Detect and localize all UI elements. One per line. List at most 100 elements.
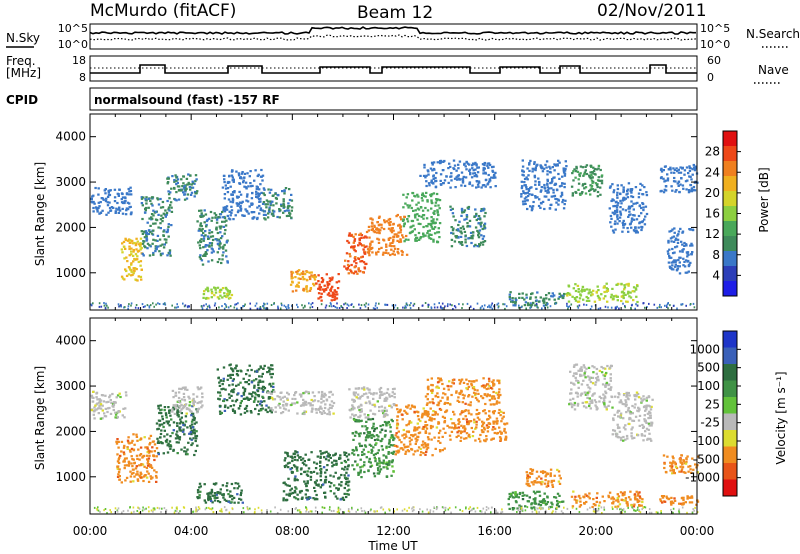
data-cell: [134, 244, 138, 247]
data-cell: [578, 173, 581, 176]
data-cell: [257, 400, 260, 403]
data-cell: [230, 394, 233, 397]
data-cell: [645, 191, 648, 194]
data-cell: [416, 415, 420, 418]
data-cell: [486, 162, 489, 165]
data-cell: [109, 399, 112, 402]
data-cell: [557, 505, 561, 508]
data-cell: [183, 198, 187, 201]
data-cell: [622, 186, 625, 189]
data-cell: [467, 423, 470, 426]
data-cell: [90, 197, 93, 201]
data-cell: [558, 177, 561, 180]
data-cell: [220, 388, 223, 391]
data-cell: [239, 381, 242, 384]
data-cell: [190, 420, 194, 423]
data-cell: [152, 302, 154, 305]
data-cell: [239, 206, 242, 209]
data-cell: [267, 212, 270, 215]
data-cell: [532, 301, 535, 304]
data-cell: [374, 228, 378, 231]
data-cell: [304, 400, 308, 403]
data-cell: [97, 187, 100, 190]
data-cell: [308, 275, 311, 279]
data-cell: [390, 418, 393, 421]
data-cell: [612, 295, 615, 298]
data-cell: [221, 383, 224, 386]
data-cell: [395, 404, 398, 407]
data-cell: [402, 193, 405, 196]
data-cell: [158, 250, 161, 253]
data-cell: [198, 227, 201, 230]
data-cell: [396, 445, 399, 448]
data-cell: [483, 386, 486, 389]
data-cell: [230, 211, 233, 215]
data-cell: [327, 408, 330, 411]
data-cell: [144, 206, 148, 210]
data-cell: [344, 477, 348, 480]
data-cell: [120, 275, 124, 278]
data-cell: [325, 304, 328, 307]
data-cell: [293, 458, 297, 461]
data-cell: [370, 451, 373, 454]
data-cell: [562, 171, 566, 174]
data-cell: [401, 253, 404, 256]
data-cell: [129, 239, 132, 242]
data-cell: [354, 270, 358, 273]
data-cell: [467, 409, 470, 412]
data-cell: [460, 184, 463, 187]
data-cell: [372, 446, 375, 449]
data-cell: [460, 436, 463, 439]
data-cell: [475, 413, 478, 416]
data-cell: [107, 306, 109, 309]
data-cell: [124, 199, 127, 202]
data-cell: [553, 298, 556, 301]
data-cell: [449, 208, 453, 211]
data-cell: [425, 450, 428, 453]
data-cell: [383, 397, 387, 400]
data-cell: [227, 393, 231, 396]
data-cell: [98, 205, 101, 208]
data-cell: [420, 215, 423, 218]
data-cell: [208, 242, 212, 245]
data-cell: [128, 190, 131, 193]
data-cell: [580, 288, 584, 291]
data-cell: [247, 212, 250, 215]
data-cell: [296, 303, 298, 306]
data-cell: [314, 275, 317, 278]
data-cell: [458, 220, 461, 223]
data-cell: [378, 247, 381, 251]
data-cell: [357, 419, 360, 422]
data-cell: [474, 243, 477, 246]
data-cell: [219, 394, 222, 397]
data-cell: [393, 396, 396, 399]
data-cell: [395, 424, 399, 427]
data-cell: [309, 306, 311, 309]
data-cell: [207, 495, 210, 498]
data-cell: [140, 202, 144, 205]
data-cell: [457, 422, 460, 426]
data-cell: [574, 176, 577, 179]
data-cell: [349, 270, 353, 273]
data-cell: [401, 219, 405, 222]
data-cell: [373, 438, 377, 442]
data-cell: [183, 388, 187, 391]
data-cell: [133, 270, 136, 273]
data-cell: [524, 301, 528, 304]
power-plot-frame: [89, 113, 698, 311]
data-cell: [320, 397, 323, 400]
data-cell: [123, 453, 126, 456]
data-cell: [352, 449, 355, 452]
data-cell: [540, 501, 543, 504]
data-cell: [296, 469, 299, 472]
data-cell: [554, 496, 558, 499]
data-cell: [243, 387, 247, 391]
data-cell: [490, 306, 492, 309]
data-cell: [460, 241, 464, 244]
data-cell: [463, 163, 466, 166]
data-cell: [405, 196, 408, 199]
data-cell: [467, 412, 471, 415]
data-cell: [563, 172, 567, 175]
data-cell: [358, 397, 362, 400]
data-cell: [670, 240, 673, 243]
